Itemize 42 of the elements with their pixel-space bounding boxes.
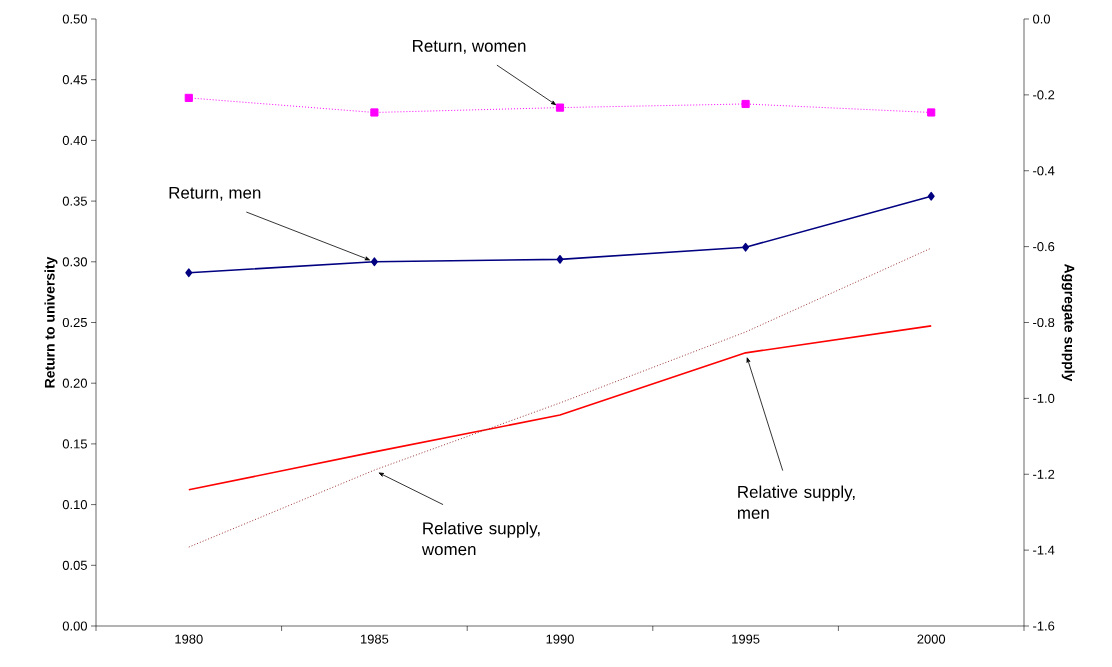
- y2-tick-label: -1.0: [1033, 393, 1055, 403]
- y2-axis-title: Aggregate supply: [1061, 263, 1075, 382]
- y2-tick-label: -0.4: [1033, 166, 1055, 176]
- line-series: [188, 247, 932, 548]
- annotation: Relative supply, women: [421, 521, 540, 556]
- point: [741, 99, 750, 109]
- point: [742, 242, 750, 252]
- y2-tick-label: -1.2: [1033, 469, 1055, 479]
- point: [927, 191, 935, 201]
- y-tick-label: 0.20: [62, 378, 87, 388]
- y-tick-label: 0.35: [62, 196, 87, 206]
- annotation: Return, women: [413, 40, 526, 54]
- point: [927, 108, 936, 117]
- point: [555, 103, 565, 112]
- x-tick-label: 1980: [175, 634, 203, 644]
- annotation: Relative supply, men: [737, 485, 855, 519]
- x-tick-label: 2000: [917, 634, 946, 644]
- y-tick-label: 0.00: [62, 621, 87, 631]
- x-tick-label: 1985: [360, 634, 389, 644]
- point: [370, 108, 379, 117]
- y2-tick-label: -1.6: [1033, 621, 1055, 631]
- y-tick-label: 0.30: [62, 257, 87, 267]
- x-tick-label: 1995: [732, 634, 760, 644]
- y-axis-title: Return to university: [44, 256, 58, 388]
- y2-tick-label: 0.0: [1033, 14, 1051, 24]
- y-tick-label: 0.15: [62, 439, 87, 449]
- point: [184, 93, 193, 102]
- y-tick-label: 0.50: [62, 14, 87, 24]
- y2-tick-label: -0.8: [1033, 317, 1055, 328]
- point: [185, 268, 193, 278]
- y-tick-label: 0.10: [62, 500, 87, 510]
- y-tick-label: 0.25: [62, 317, 87, 328]
- point: [556, 254, 564, 264]
- y-tick-label: 0.45: [62, 75, 87, 85]
- y2-tick-label: -0.2: [1033, 90, 1055, 100]
- y2-tick-label: -1.4: [1033, 545, 1055, 555]
- y-tick-label: 0.40: [62, 135, 87, 145]
- y2-tick-label: -0.6: [1033, 242, 1055, 252]
- x-tick-label: 1990: [546, 634, 574, 644]
- y-tick-label: 0.05: [62, 560, 87, 570]
- annotation: Return, men: [169, 186, 261, 201]
- point: [370, 257, 378, 267]
